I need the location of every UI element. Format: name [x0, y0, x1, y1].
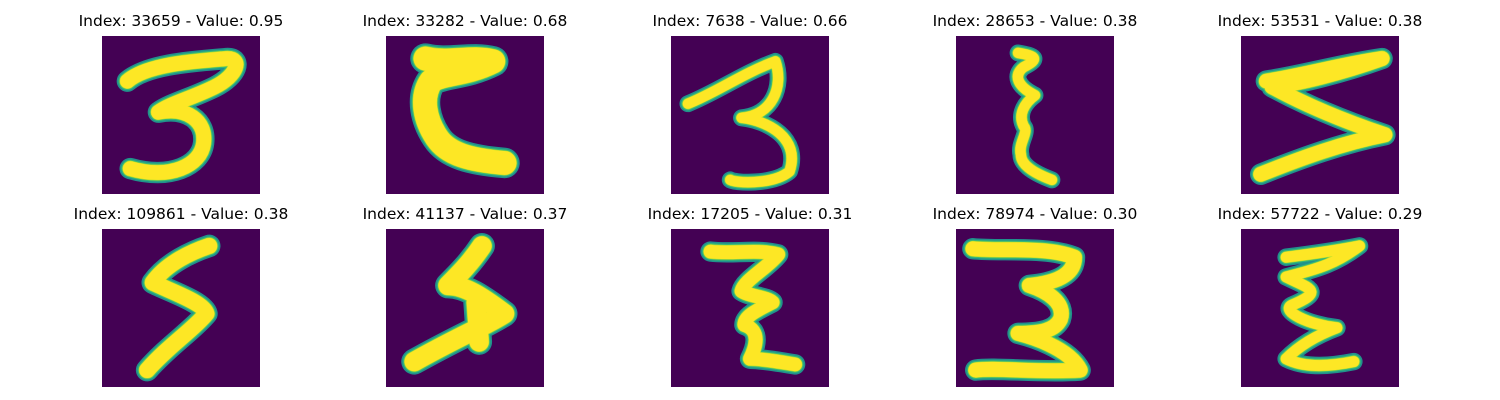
stroke-core: [703, 244, 802, 372]
digit-image: [671, 229, 829, 387]
digit-panel: Index: 28653 - Value: 0.38: [885, 12, 1185, 202]
panel-title: Index: 41137 - Value: 0.37: [362, 205, 568, 223]
digit-image: [1241, 36, 1399, 194]
digit-image: [671, 36, 829, 194]
stroke-core: [1012, 47, 1058, 185]
stroke-core: [1253, 51, 1393, 182]
panel-title: Index: 17205 - Value: 0.31: [647, 205, 853, 223]
stroke-core: [120, 51, 244, 180]
digit-raster: [386, 229, 544, 387]
digit-panel: Index: 33659 - Value: 0.95: [31, 12, 331, 202]
panel-title: Index: 33659 - Value: 0.95: [78, 12, 284, 30]
stroke-core: [139, 238, 218, 378]
digit-raster: [386, 36, 544, 194]
digit-raster: [102, 229, 260, 387]
digit-raster: [671, 36, 829, 194]
digit-panel: Index: 109861 - Value: 0.38: [31, 205, 331, 395]
digit-image: [102, 229, 260, 387]
digit-image: [102, 36, 260, 194]
panel-title: Index: 78974 - Value: 0.30: [932, 205, 1138, 223]
digit-panel: Index: 7638 - Value: 0.66: [600, 12, 900, 202]
digit-panel: Index: 17205 - Value: 0.31: [600, 205, 900, 395]
panel-title: Index: 53531 - Value: 0.38: [1217, 12, 1423, 30]
panel-title: Index: 7638 - Value: 0.66: [652, 12, 848, 30]
digit-image: [956, 36, 1114, 194]
digit-raster: [1241, 229, 1399, 387]
digit-raster: [956, 229, 1114, 387]
stroke-core: [682, 56, 797, 188]
stroke-core: [404, 236, 515, 372]
panel-title: Index: 57722 - Value: 0.29: [1217, 205, 1423, 223]
digit-raster: [671, 229, 829, 387]
digit-raster: [956, 36, 1114, 194]
digit-panel: Index: 41137 - Value: 0.37: [315, 205, 615, 395]
panel-title: Index: 33282 - Value: 0.68: [362, 12, 568, 30]
digit-image: [386, 229, 544, 387]
stroke-core: [965, 241, 1088, 379]
digit-panel: Index: 53531 - Value: 0.38: [1170, 12, 1470, 202]
digit-panel: Index: 57722 - Value: 0.29: [1170, 205, 1470, 395]
digit-panel: Index: 33282 - Value: 0.68: [315, 12, 615, 202]
stroke-core: [413, 46, 517, 175]
digit-image: [956, 229, 1114, 387]
panel-title: Index: 28653 - Value: 0.38: [932, 12, 1138, 30]
digit-image: [1241, 229, 1399, 387]
digit-raster: [1241, 36, 1399, 194]
stroke-core: [1280, 240, 1365, 371]
digit-raster: [102, 36, 260, 194]
digit-panel: Index: 78974 - Value: 0.30: [885, 205, 1185, 395]
panel-title: Index: 109861 - Value: 0.38: [73, 205, 289, 223]
digit-image: [386, 36, 544, 194]
